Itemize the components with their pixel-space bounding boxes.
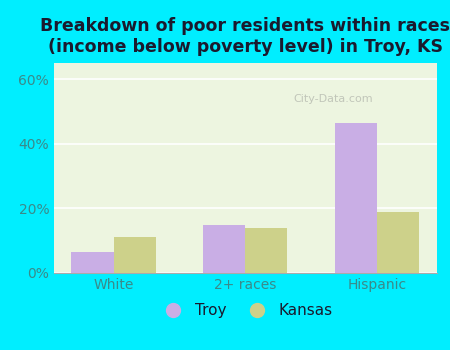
Bar [113, 237, 156, 273]
Bar [335, 123, 377, 273]
Bar [203, 225, 245, 273]
Bar [245, 228, 288, 273]
Text: City-Data.com: City-Data.com [293, 94, 373, 104]
Title: Breakdown of poor residents within races
(income below poverty level) in Troy, K: Breakdown of poor residents within races… [40, 17, 450, 56]
Bar [72, 252, 113, 273]
Legend: Troy, Kansas: Troy, Kansas [152, 297, 338, 324]
Bar [377, 212, 419, 273]
